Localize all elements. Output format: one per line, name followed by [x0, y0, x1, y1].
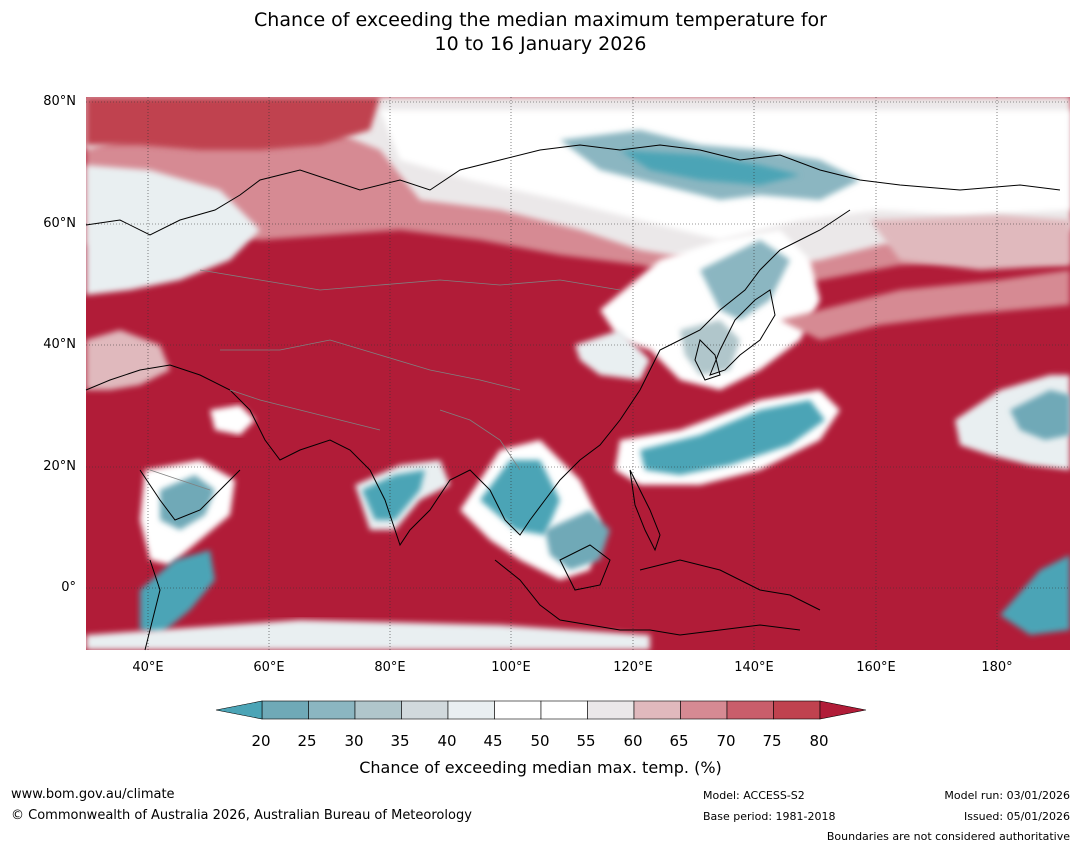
colorbar-tick-40: 40 — [437, 732, 457, 750]
coastlines — [85, 144, 1061, 651]
map-panel: 80°N 60°N 40°N 20°N 0° 40°E 60°E 80°E 10… — [0, 90, 1081, 675]
lat-label-20n: 20°N — [43, 459, 76, 474]
lon-label-80e: 80°E — [374, 660, 406, 675]
colorbar-cell — [726, 700, 774, 720]
model-run-text: Model run: 03/01/2026 — [944, 789, 1070, 802]
north-pacific-pink — [780, 270, 1070, 340]
disclaimer-text: Boundaries are not considered authoritat… — [826, 830, 1070, 843]
colorbar-cell — [680, 700, 728, 720]
colorbar-cell — [587, 700, 635, 720]
lon-label-60e: 60°E — [253, 660, 285, 675]
lat-label-40n: 40°N — [43, 337, 76, 352]
lon-label-140e: 140°E — [734, 660, 774, 675]
lon-label-120e: 120°E — [613, 660, 653, 675]
colorbar-tick-45: 45 — [483, 732, 503, 750]
model-text: Model: ACCESS-S2 — [703, 789, 805, 802]
indochina-blue — [480, 460, 560, 535]
colorbar-high-extension — [819, 700, 867, 720]
base-period-text: Base period: 1981-2018 — [703, 810, 836, 823]
colorbar-tick-70: 70 — [716, 732, 736, 750]
lon-label-100e: 100°E — [491, 660, 531, 675]
colorbar — [215, 700, 867, 720]
south-china-sea-blue — [545, 510, 610, 570]
colorbar-tick-65: 65 — [669, 732, 689, 750]
colorbar-cell — [354, 700, 402, 720]
colorbar-cell — [633, 700, 681, 720]
title-line-2: 10 to 16 January 2026 — [434, 33, 647, 55]
east-asia-coast-white — [575, 330, 650, 380]
website-text: www.bom.gov.au/climate — [11, 787, 175, 802]
india-blue — [362, 470, 425, 520]
korea-blue — [680, 320, 740, 375]
colorbar-tick-50: 50 — [530, 732, 550, 750]
colorbar-cell — [773, 700, 821, 720]
colorbar-cell — [540, 700, 588, 720]
pacific-blue-band — [640, 400, 825, 475]
forecast-map — [85, 97, 1070, 651]
manchuria-blue — [700, 240, 790, 320]
east-africa-blue — [140, 550, 215, 635]
persian-gulf-white — [210, 405, 255, 435]
southwest-pacific-blue — [1000, 555, 1070, 635]
colorbar-cell — [494, 700, 542, 720]
horn-of-africa-blue — [160, 475, 215, 530]
colorbar-tick-75: 75 — [762, 732, 782, 750]
central-pacific-blue — [1010, 390, 1070, 440]
colorbar-low-extension — [215, 700, 263, 720]
scandinavia-neutral — [86, 165, 260, 295]
title-line-1: Chance of exceeding the median maximum t… — [254, 9, 827, 31]
colorbar-tick-55: 55 — [576, 732, 596, 750]
country-borders — [149, 269, 621, 491]
colorbar-cell — [308, 700, 356, 720]
map-title: Chance of exceeding the median maximum t… — [0, 8, 1081, 56]
colorbar-tick-25: 25 — [297, 732, 317, 750]
lat-label-60n: 60°N — [43, 216, 76, 231]
lon-label-180: 180° — [981, 660, 1013, 675]
south-indian-ocean-neutral — [86, 620, 650, 650]
lat-label-80n: 80°N — [43, 94, 76, 109]
colorbar-cell — [447, 700, 495, 720]
colorbar-tick-60: 60 — [623, 732, 643, 750]
colorbar-cell — [401, 700, 449, 720]
lat-label-0: 0° — [61, 580, 76, 595]
colorbar-tick-80: 80 — [809, 732, 829, 750]
issued-text: Issued: 05/01/2026 — [963, 810, 1070, 823]
copyright-text: © Commonwealth of Australia 2026, Austra… — [11, 808, 472, 823]
lon-label-40e: 40°E — [132, 660, 164, 675]
colorbar-title: Chance of exceeding median max. temp. (%… — [359, 758, 722, 777]
colorbar-tick-35: 35 — [390, 732, 410, 750]
graticule — [86, 97, 1070, 650]
colorbar-tick-20: 20 — [251, 732, 271, 750]
colorbar-cell — [261, 700, 309, 720]
far-east-neutral — [870, 215, 1070, 270]
siberia-blue-core — [620, 150, 800, 185]
arctic-red-north — [86, 97, 380, 150]
colorbar-tick-30: 30 — [344, 732, 364, 750]
lon-label-160e: 160°E — [856, 660, 896, 675]
